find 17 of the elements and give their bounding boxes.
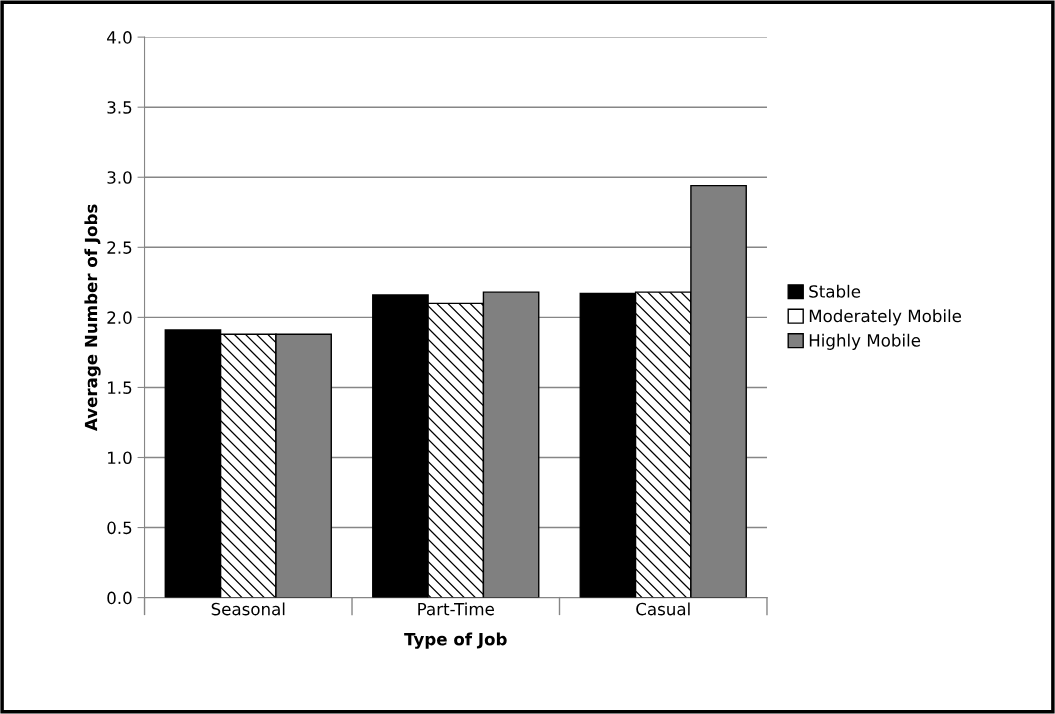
y-tick-label: 4.0: [107, 31, 132, 44]
legend-label: Highly Mobile: [809, 333, 921, 350]
x-axis-title: Type of Job: [404, 632, 507, 649]
legend-label: Stable: [809, 284, 861, 298]
x-tick-label: Seasonal: [211, 602, 285, 616]
y-tick-label: 3.0: [107, 171, 132, 184]
y-tick-label: 2.5: [107, 241, 132, 254]
y-tick-label: 2.0: [107, 311, 132, 324]
x-tick-label: Part-Time: [418, 602, 494, 616]
x-tick-label: Casual: [636, 602, 690, 616]
y-tick-label: 0.0: [107, 591, 132, 605]
y-tick-label: 3.5: [107, 101, 132, 114]
y-tick-label: 1.0: [108, 451, 132, 465]
y-axis-title: Average Number of Jobs: [84, 204, 101, 431]
y-tick-label: 1.5: [108, 381, 132, 394]
legend-label: Moderately Mobile: [809, 309, 962, 326]
y-tick-label: 0.5: [107, 521, 132, 535]
